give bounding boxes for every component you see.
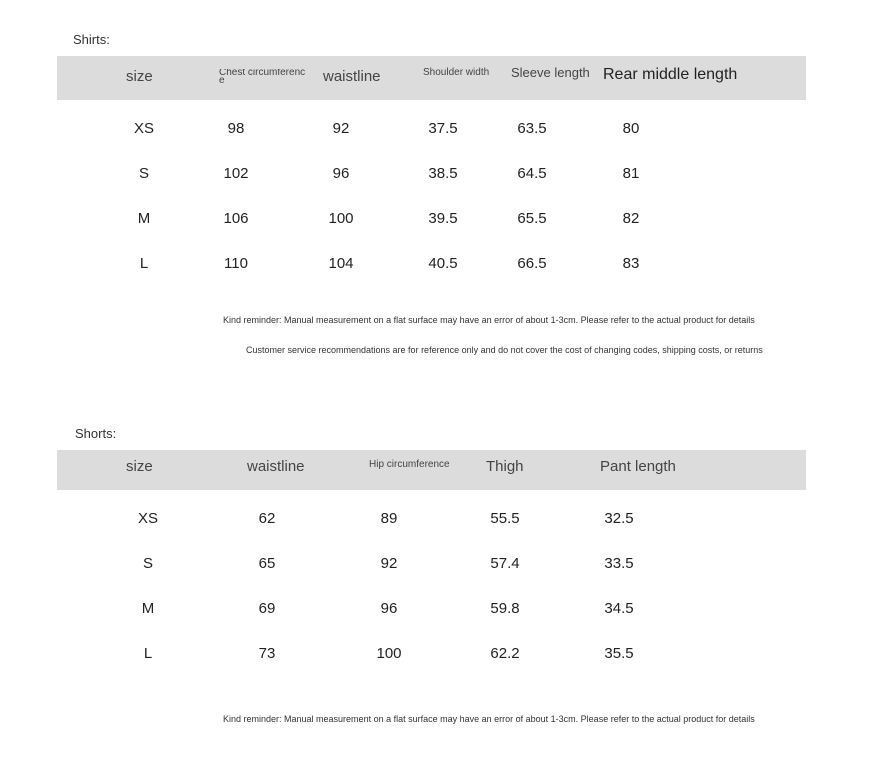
table-cell: 62.2 [490, 645, 520, 662]
table-cell: 100 [328, 210, 354, 227]
table-cell: 63.5 [517, 120, 547, 137]
table-cell: L [143, 645, 153, 662]
table-cell: S [142, 555, 154, 572]
table-cell: 100 [376, 645, 402, 662]
table-cell: S [138, 165, 150, 182]
table-cell: 73 [258, 645, 276, 662]
table-cell: 89 [380, 510, 398, 527]
table-cell: 39.5 [428, 210, 458, 227]
shirts-header-waistline: waistline [323, 68, 381, 85]
table-cell: XS [133, 120, 155, 137]
shirts-header-shoulder: Shoulder width [423, 67, 490, 78]
shirts-note-reminder: Kind reminder: Manual measurement on a f… [223, 315, 755, 325]
table-cell: 69 [258, 600, 276, 617]
table-cell: 65 [258, 555, 276, 572]
table-cell: 96 [332, 165, 350, 182]
shorts-header-waistline: waistline [247, 458, 305, 475]
shirts-header-sleeve: Sleeve length [511, 65, 590, 80]
table-cell: 35.5 [604, 645, 634, 662]
table-cell: 82 [622, 210, 640, 227]
shirts-header-rear: Rear middle length [603, 66, 738, 83]
table-cell: XS [137, 510, 159, 527]
table-cell: 98 [227, 120, 245, 137]
shorts-header-hip: Hip circumference [369, 459, 450, 470]
shorts-header-band [57, 450, 806, 490]
table-cell: 80 [622, 120, 640, 137]
table-cell: 66.5 [517, 255, 547, 272]
table-cell: 92 [332, 120, 350, 137]
table-cell: 92 [380, 555, 398, 572]
table-cell: 81 [622, 165, 640, 182]
shirts-header-band [57, 56, 806, 100]
table-cell: 83 [622, 255, 640, 272]
table-cell: 32.5 [604, 510, 634, 527]
table-cell: M [137, 210, 151, 227]
shirts-caption: Shirts: [73, 32, 110, 47]
shorts-header-thigh: Thigh [486, 458, 524, 475]
table-cell: 96 [380, 600, 398, 617]
table-cell: 64.5 [517, 165, 547, 182]
shirts-header-chest: Chest circumferenc e [219, 69, 306, 86]
table-cell: 33.5 [604, 555, 634, 572]
table-cell: M [141, 600, 155, 617]
table-cell: 38.5 [428, 165, 458, 182]
shorts-caption: Shorts: [75, 426, 117, 441]
table-cell: 40.5 [428, 255, 458, 272]
table-cell: 110 [224, 255, 248, 272]
table-cell: 104 [328, 255, 354, 272]
table-cell: 37.5 [428, 120, 458, 137]
shirts-header-size: size [126, 68, 153, 85]
table-cell: 57.4 [490, 555, 520, 572]
table-cell: 62 [258, 510, 276, 527]
shorts-header-pant-length: Pant length [600, 458, 676, 475]
table-cell: 102 [223, 165, 249, 182]
table-cell: 34.5 [604, 600, 634, 617]
table-cell: 106 [223, 210, 249, 227]
table-cell: 59.8 [490, 600, 520, 617]
shorts-note-reminder: Kind reminder: Manual measurement on a f… [223, 714, 755, 724]
table-cell: L [139, 255, 149, 272]
shorts-header-size: size [126, 458, 153, 475]
table-cell: 65.5 [517, 210, 547, 227]
table-cell: 55.5 [490, 510, 520, 527]
shirts-note-service: Customer service recommendations are for… [246, 345, 763, 355]
